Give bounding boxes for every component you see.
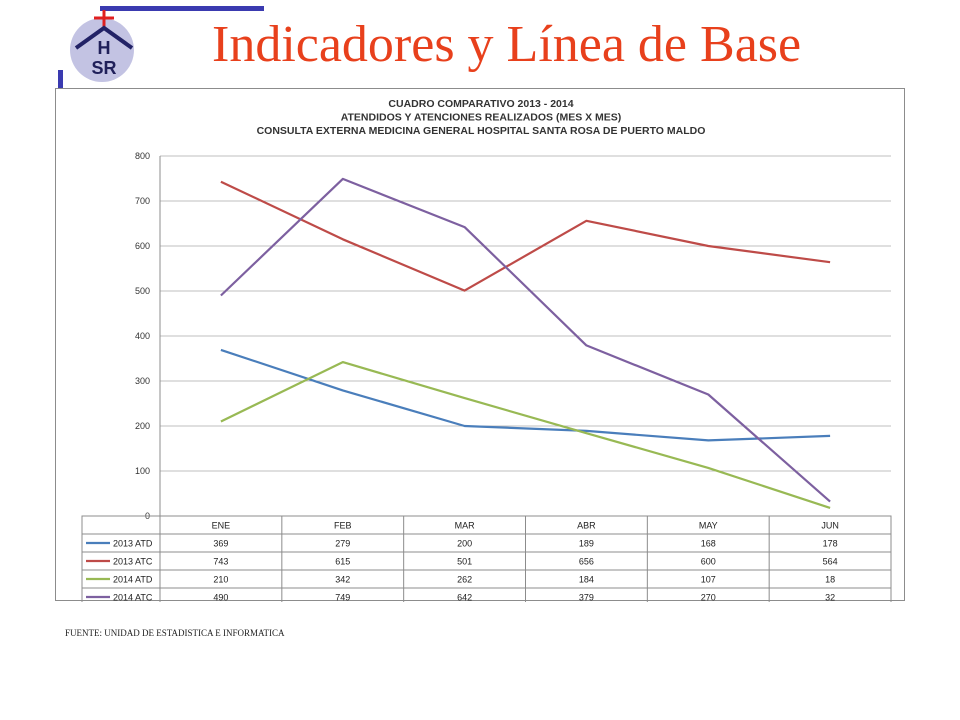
- legend-entry: 2013 ATC: [113, 557, 153, 567]
- data-value-cell: 32: [825, 593, 835, 603]
- svg-text:SR: SR: [91, 58, 116, 78]
- data-value-cell: 369: [213, 539, 228, 549]
- series-line: [220, 361, 831, 509]
- y-tick-label: 500: [135, 286, 150, 296]
- data-value-cell: 600: [701, 557, 716, 567]
- legend-entry: 2014 ATC: [113, 593, 153, 603]
- data-value-cell: 615: [335, 557, 350, 567]
- svg-text:H: H: [98, 38, 111, 58]
- y-tick-label: 700: [135, 196, 150, 206]
- data-value-cell: 342: [335, 575, 350, 585]
- data-value-cell: 168: [701, 539, 716, 549]
- decorative-top-line: [100, 6, 264, 11]
- series-line: [220, 348, 831, 442]
- data-value-cell: 501: [457, 557, 472, 567]
- chart-title-line: ATENDIDOS Y ATENCIONES REALIZADOS (MES X…: [341, 112, 622, 124]
- chart-frame: CUADRO COMPARATIVO 2013 - 2014 ATENDIDOS …: [55, 88, 905, 603]
- slide-title: Indicadores y Línea de Base: [212, 16, 802, 73]
- y-tick-label: 800: [135, 151, 150, 161]
- line-chart: CUADRO COMPARATIVO 2013 - 2014 ATENDIDOS …: [81, 98, 892, 603]
- data-value-cell: 270: [701, 593, 716, 603]
- source-note: FUENTE: UNIDAD DE ESTADISTICA E INFORMAT…: [65, 628, 285, 638]
- chart-title-line: CONSULTA EXTERNA MEDICINA GENERAL HOSPIT…: [257, 125, 706, 137]
- data-value-cell: 749: [335, 593, 350, 603]
- series-line: [220, 180, 831, 292]
- data-value-cell: 656: [579, 557, 594, 567]
- x-tick-label: MAY: [699, 521, 718, 531]
- data-value-cell: 18: [825, 575, 835, 585]
- series-line: [220, 177, 831, 503]
- hospital-logo-icon: H SR: [70, 10, 134, 82]
- data-value-cell: 184: [579, 575, 594, 585]
- y-tick-label: 100: [135, 466, 150, 476]
- data-value-cell: 178: [823, 539, 838, 549]
- legend-entry: 2014 ATD: [113, 575, 153, 585]
- data-value-cell: 642: [457, 593, 472, 603]
- data-value-cell: 490: [213, 593, 228, 603]
- x-tick-label: ABR: [577, 521, 596, 531]
- x-tick-label: ENE: [212, 521, 231, 531]
- data-value-cell: 379: [579, 593, 594, 603]
- data-value-cell: 743: [213, 557, 228, 567]
- decorative-side-line: [58, 70, 63, 92]
- data-value-cell: 189: [579, 539, 594, 549]
- y-tick-label: 600: [135, 241, 150, 251]
- x-tick-label: MAR: [455, 521, 476, 531]
- data-value-cell: 107: [701, 575, 716, 585]
- y-tick-label: 400: [135, 331, 150, 341]
- x-tick-label: JUN: [821, 521, 839, 531]
- x-tick-label: FEB: [334, 521, 352, 531]
- y-tick-label: 200: [135, 421, 150, 431]
- legend-entry: 2013 ATD: [113, 539, 153, 549]
- data-value-cell: 279: [335, 539, 350, 549]
- chart-title-line: CUADRO COMPARATIVO 2013 - 2014: [388, 98, 573, 110]
- data-value-cell: 200: [457, 539, 472, 549]
- data-value-cell: 210: [213, 575, 228, 585]
- data-value-cell: 262: [457, 575, 472, 585]
- y-tick-label: 300: [135, 376, 150, 386]
- data-value-cell: 564: [823, 557, 838, 567]
